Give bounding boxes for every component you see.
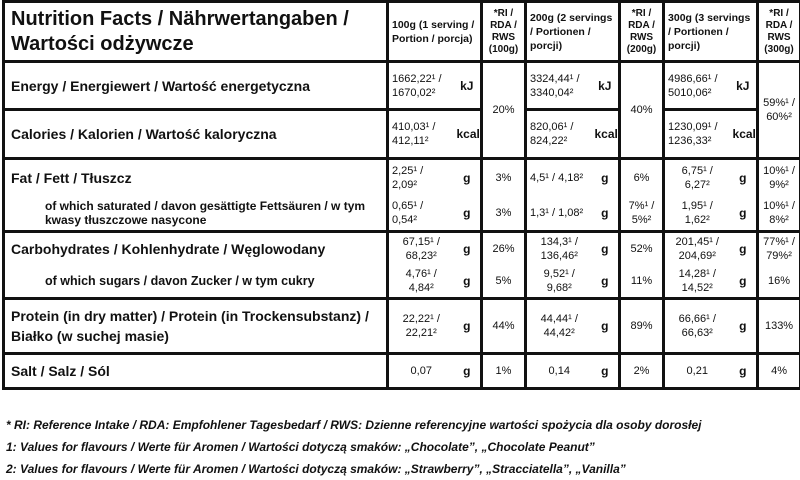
unit: kcal	[453, 108, 483, 160]
row-label: of which saturated / davon gesättigte Fe…	[2, 196, 389, 233]
unit: g	[453, 230, 482, 265]
footnote-1: 1: Values for flavours / Werte für Arome…	[6, 440, 595, 454]
table-row-calories: Calories / Kalorien / Wartość kaloryczna…	[2, 108, 800, 160]
header-300g: 300g (3 servings / Portionen / porcji)	[662, 0, 760, 63]
unit: g	[591, 196, 620, 233]
unit: g	[453, 264, 482, 300]
value-200g: 820,06¹ / 824,22²	[524, 108, 592, 160]
footnote-2: 2: Values for flavours / Werte für Arome…	[6, 462, 626, 476]
table-title: Nutrition Facts / Nährwertangaben / Wart…	[2, 0, 389, 63]
value-300g: 0,21	[662, 352, 730, 390]
row-label: Calories / Kalorien / Wartość kaloryczna	[2, 108, 389, 160]
unit: kJ	[591, 60, 622, 111]
unit: kJ	[453, 60, 483, 111]
value-100g: 410,03¹ / 412,11²	[386, 108, 454, 160]
ri-100g: 5%	[480, 264, 527, 300]
table-row-protein: Protein (in dry matter) / Protein (in Tr…	[2, 297, 800, 355]
unit: kcal	[591, 108, 622, 160]
row-label: Energy / Energiewert / Wartość energetyc…	[2, 60, 389, 111]
table-row-salt: Salt / Salz / Sól 0,07 g 1% 0,14 g 2% 0,21…	[2, 352, 800, 390]
ri-300g: 133%	[756, 297, 800, 355]
value-100g: 1662,22¹ / 1670,02²	[386, 60, 454, 111]
unit: g	[591, 297, 622, 355]
header-ri-100g: *RI / RDA / RWS (100g)	[480, 0, 527, 63]
value-200g: 3324,44¹ / 3340,04²	[524, 60, 592, 111]
unit: g	[453, 297, 483, 355]
ri-300g: 10%¹ / 9%²	[756, 157, 800, 197]
table-row-carbohydrates: Carbohydrates / Kohlenhydrate / Węglowod…	[2, 230, 800, 265]
value-300g: 4986,66¹ / 5010,06²	[662, 60, 730, 111]
value-200g: 4,5¹ / 4,18²	[525, 157, 592, 197]
row-label: of which sugars / davon Zucker / w tym c…	[2, 264, 389, 300]
ri-200g: 52%	[618, 230, 666, 265]
header-ri-200g: *RI / RDA / RWS (200g)	[618, 0, 666, 63]
ri-200g: 6%	[618, 157, 666, 197]
ri-100g: 3%	[480, 196, 527, 233]
unit: g	[729, 230, 758, 265]
table-row-sugars: of which sugars / davon Zucker / w tym c…	[2, 264, 800, 300]
unit: g	[453, 157, 482, 197]
value-300g: 201,45¹ / 204,69²	[663, 230, 730, 265]
ri-200g: 40%	[618, 60, 666, 160]
ri-200g: 2%	[618, 352, 666, 390]
value-100g: 67,15¹ / 68,23²	[386, 230, 454, 265]
ri-100g: 44%	[480, 297, 527, 355]
unit: g	[729, 157, 758, 197]
row-label: Salt / Salz / Sól	[2, 352, 389, 390]
ri-300g: 16%	[756, 264, 800, 300]
header-row: Nutrition Facts / Nährwertangaben / Wart…	[2, 0, 800, 63]
value-300g: 1,95¹ / 1,62²	[663, 196, 730, 233]
unit: kcal	[729, 108, 760, 160]
unit: g	[729, 297, 760, 355]
value-200g: 134,3¹ / 136,46²	[525, 230, 592, 265]
value-100g: 2,25¹ / 2,09²	[386, 157, 454, 197]
ri-300g: 77%¹ / 79%²	[756, 230, 800, 265]
ri-200g: 11%	[618, 264, 666, 300]
value-300g: 1230,09¹ / 1236,33²	[662, 108, 730, 160]
header-100g: 100g (1 serving / Portion / porcja)	[386, 0, 483, 63]
ri-100g: 20%	[480, 60, 527, 160]
ri-100g: 26%	[480, 230, 527, 265]
value-200g: 9,52¹ / 9,68²	[525, 264, 592, 300]
ri-300g: 59%¹ / 60%²	[756, 60, 800, 160]
table-row-fat: Fat / Fett / Tłuszcz 2,25¹ / 2,09² g 3% 4…	[2, 157, 800, 197]
row-label: Carbohydrates / Kohlenhydrate / Węglowod…	[2, 230, 389, 265]
unit: g	[591, 230, 620, 265]
unit: g	[591, 352, 622, 390]
value-200g: 1,3¹ / 1,08²	[525, 196, 592, 233]
ri-100g: 1%	[480, 352, 527, 390]
value-100g: 4,76¹ / 4,84²	[386, 264, 454, 300]
ri-200g: 89%	[618, 297, 666, 355]
unit: g	[591, 264, 620, 300]
value-300g: 14,28¹ / 14,52²	[663, 264, 730, 300]
value-200g: 44,44¹ / 44,42²	[524, 297, 592, 355]
value-300g: 66,66¹ / 66,63²	[662, 297, 730, 355]
footnote-ri: * RI: Reference Intake / RDA: Empfohlene…	[6, 418, 702, 432]
unit: g	[453, 196, 482, 233]
value-100g: 0,65¹ / 0,54²	[386, 196, 454, 233]
unit: g	[591, 157, 620, 197]
ri-300g: 4%	[756, 352, 800, 390]
unit: g	[453, 352, 483, 390]
value-100g: 0,07	[386, 352, 454, 390]
unit: kJ	[729, 60, 760, 111]
row-label: Fat / Fett / Tłuszcz	[2, 157, 389, 197]
nutrition-table: Nutrition Facts / Nährwertangaben / Wart…	[2, 0, 800, 390]
value-300g: 6,75¹ / 6,27²	[663, 157, 730, 197]
table-row-energy: Energy / Energiewert / Wartość energetyc…	[2, 60, 800, 160]
value-200g: 0,14	[524, 352, 592, 390]
ri-100g: 3%	[480, 157, 527, 197]
row-label: Protein (in dry matter) / Protein (in Tr…	[2, 297, 389, 355]
table-row-saturated: of which saturated / davon gesättigte Fe…	[2, 196, 800, 233]
ri-300g: 10%¹ / 8%²	[756, 196, 800, 233]
header-ri-300g: *RI / RDA / RWS (300g)	[756, 0, 800, 63]
unit: g	[729, 196, 758, 233]
ri-200g: 7%¹ / 5%²	[618, 196, 666, 233]
header-200g: 200g (2 servings / Portionen / porcji)	[523, 0, 622, 63]
unit: g	[729, 264, 758, 300]
value-100g: 22,22¹ / 22,21²	[386, 297, 454, 355]
unit: g	[729, 352, 760, 390]
